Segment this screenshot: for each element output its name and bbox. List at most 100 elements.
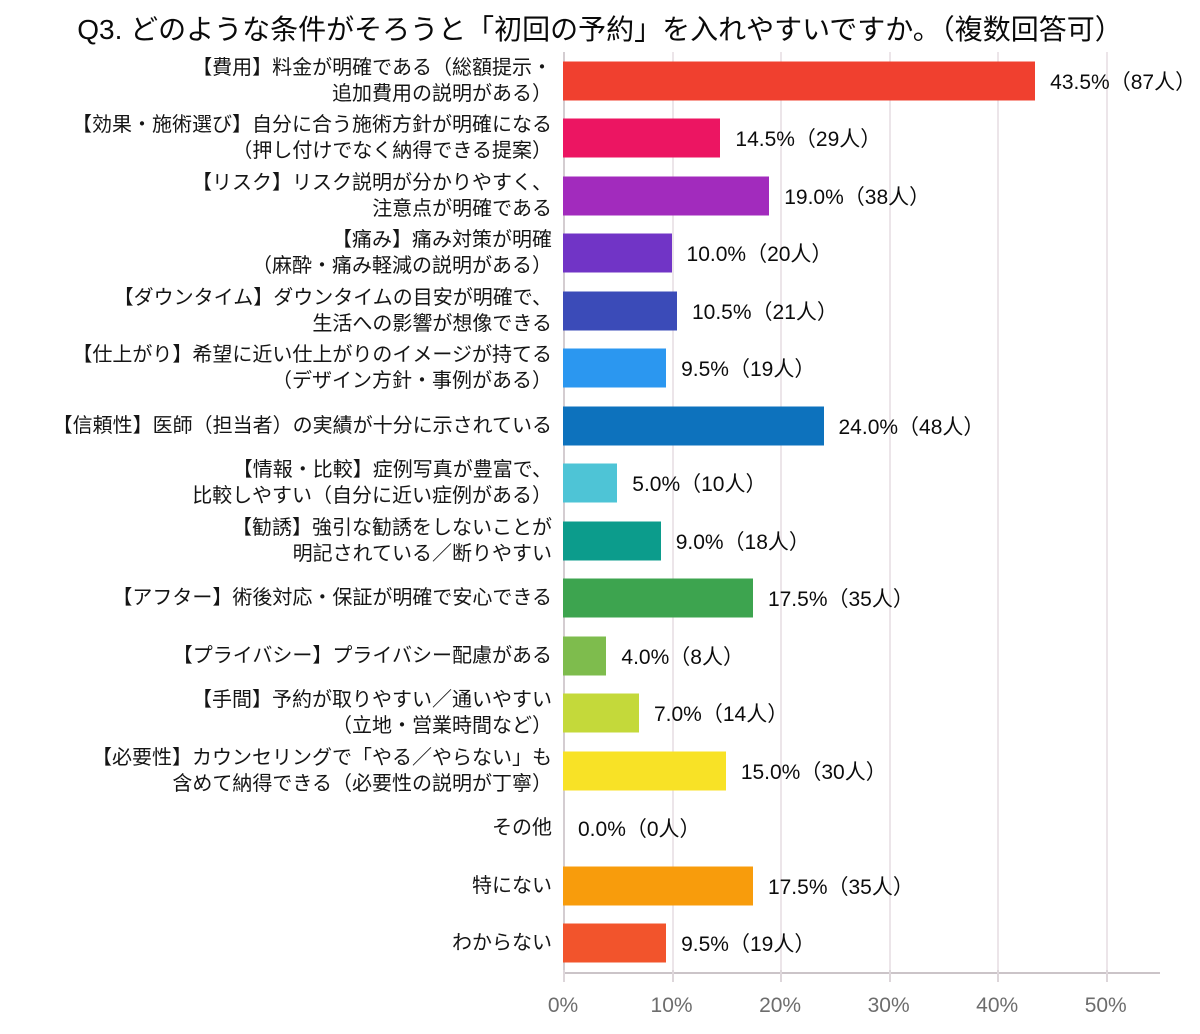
category-label: 【必要性】カウンセリングで「やる／やらない」も含めて納得できる（必要性の説明が丁… xyxy=(0,745,563,797)
chart-row: 【効果・施術選び】自分に合う施術方針が明確になる （押し付けでなく納得できる提案）… xyxy=(0,110,1200,168)
category-label-line: 【プライバシー】プライバシー配慮がある xyxy=(172,644,552,667)
bar-cell: 24.0%（48人） xyxy=(563,397,1200,455)
category-label-line: 【リスク】リスク説明が分かりやすく、 xyxy=(192,171,552,194)
category-label: 【手間】予約が取りやすい／通いやすい （立地・営業時間など） xyxy=(0,687,563,739)
bar xyxy=(563,118,721,158)
bar xyxy=(563,636,607,676)
category-label: 【勧誘】強引な勧誘をしないことが明記されている／断りやすい xyxy=(0,515,563,567)
chart-row: 【必要性】カウンセリングで「やる／やらない」も含めて納得できる（必要性の説明が丁… xyxy=(0,742,1200,800)
category-label-line: 含めて納得できる（必要性の説明が丁寧） xyxy=(172,772,552,795)
chart-row: 【信頼性】医師（担当者）の実績が十分に示されている 24.0%（48人） xyxy=(0,397,1200,455)
bar xyxy=(563,176,770,216)
category-label-line: 注意点が明確である xyxy=(372,197,552,220)
chart-row: その他 0.0%（0人） xyxy=(0,800,1200,858)
category-label-line: 【仕上がり】希望に近い仕上がりのイメージが持てる xyxy=(72,344,552,367)
value-label: 10.0%（20人） xyxy=(686,243,833,267)
x-axis-tick-mark xyxy=(888,970,891,982)
category-label-line: （麻酔・痛み軽減の説明がある） xyxy=(252,255,552,278)
category-label: 【費用】料金が明確である（総額提示・ 追加費用の説明がある） xyxy=(0,55,563,107)
chart-row: 【手間】予約が取りやすい／通いやすい （立地・営業時間など） 7.0%（14人） xyxy=(0,685,1200,743)
bar-cell: 17.5%（35人） xyxy=(563,570,1200,628)
bar xyxy=(563,751,726,791)
value-label: 17.5%（35人） xyxy=(767,588,914,612)
bar xyxy=(563,291,677,331)
bar-cell: 9.5%（19人） xyxy=(563,915,1200,973)
category-label: 【情報・比較】症例写真が豊富で、 比較しやすい（自分に近い症例がある） xyxy=(0,457,563,509)
category-label-line: 【手間】予約が取りやすい／通いやすい xyxy=(192,689,552,712)
bar-cell: 0.0%（0人） xyxy=(563,800,1200,858)
bar-cell: 9.0%（18人） xyxy=(563,512,1200,570)
category-label-line: （立地・営業時間など） xyxy=(332,715,552,738)
bar xyxy=(563,923,667,963)
category-label-line: 【勧誘】強引な勧誘をしないことが xyxy=(232,516,552,539)
x-axis-tick-label: 0% xyxy=(547,994,579,1017)
x-axis-tick-label: 30% xyxy=(867,994,910,1017)
bar xyxy=(563,463,618,503)
bar xyxy=(563,578,753,618)
category-label: 【プライバシー】プライバシー配慮がある xyxy=(0,643,563,669)
category-label-line: 【ダウンタイム】ダウンタイムの目安が明確で、 xyxy=(113,286,552,309)
bar-cell: 19.0%（38人） xyxy=(563,167,1200,225)
value-label: 0.0%（0人） xyxy=(578,818,701,842)
value-label: 17.5%（35人） xyxy=(767,875,914,899)
bar xyxy=(563,866,753,906)
bar xyxy=(563,693,639,733)
category-label-line: その他 xyxy=(492,817,552,840)
category-label: わからない xyxy=(0,930,563,956)
chart-row: 【仕上がり】希望に近い仕上がりのイメージが持てる （デザイン方針・事例がある） 9.… xyxy=(0,340,1200,398)
category-label: 【信頼性】医師（担当者）の実績が十分に示されている xyxy=(0,413,563,439)
value-label: 10.5%（21人） xyxy=(691,300,838,324)
bar-cell: 14.5%（29人） xyxy=(563,110,1200,168)
category-label: その他 xyxy=(0,815,563,841)
x-axis-tick-mark xyxy=(780,970,783,982)
value-label: 9.0%（18人） xyxy=(675,530,810,554)
x-axis: 0% 10% 20% 30% 40% 50% xyxy=(0,970,1200,1034)
category-label-line: （押し付けでなく納得できる提案） xyxy=(232,140,552,163)
chart-row: 特にない 17.5%（35人） xyxy=(0,857,1200,915)
category-label: 【効果・施術選び】自分に合う施術方針が明確になる （押し付けでなく納得できる提案） xyxy=(0,112,563,164)
category-label-line: 追加費用の説明がある） xyxy=(332,82,552,105)
category-label-line: 比較しやすい（自分に近い症例がある） xyxy=(192,485,552,508)
bar xyxy=(563,233,672,273)
category-label: 特にない xyxy=(0,873,563,899)
category-label-line: わからない xyxy=(452,932,552,955)
category-label-line: 【必要性】カウンセリングで「やる／やらない」も xyxy=(92,746,552,769)
bar-cell: 17.5%（35人） xyxy=(563,857,1200,915)
value-label: 15.0%（30人） xyxy=(740,760,887,784)
value-label: 14.5%（29人） xyxy=(735,128,882,152)
value-label: 4.0%（8人） xyxy=(621,645,744,669)
x-axis-tick-mark xyxy=(1105,970,1108,982)
category-label-line: 明記されている／断りやすい xyxy=(292,542,552,565)
chart-row: 【プライバシー】プライバシー配慮がある 4.0%（8人） xyxy=(0,627,1200,685)
category-label-line: 生活への影響が想像できる xyxy=(312,312,552,335)
chart-title: Q3. どのような条件がそろうと「初回の予約」を入れやすいですか。（複数回答可） xyxy=(77,14,1123,45)
chart-row: 【アフター】術後対応・保証が明確で安心できる 17.5%（35人） xyxy=(0,570,1200,628)
x-axis-tick-mark xyxy=(563,970,565,982)
bar-cell: 10.0%（20人） xyxy=(563,225,1200,283)
category-label-line: 特にない xyxy=(472,874,552,897)
value-label: 5.0%（10人） xyxy=(632,473,767,497)
chart-rows: 【費用】料金が明確である（総額提示・ 追加費用の説明がある） 43.5%（87人）【… xyxy=(0,52,1200,972)
chart-row: 【費用】料金が明確である（総額提示・ 追加費用の説明がある） 43.5%（87人） xyxy=(0,52,1200,110)
value-label: 19.0%（38人） xyxy=(784,185,931,209)
bar-cell: 4.0%（8人） xyxy=(563,627,1200,685)
bar xyxy=(563,348,667,388)
bar-cell: 15.0%（30人） xyxy=(563,742,1200,800)
chart-row: 【情報・比較】症例写真が豊富で、 比較しやすい（自分に近い症例がある） 5.0%（1… xyxy=(0,455,1200,513)
category-label-line: （デザイン方針・事例がある） xyxy=(272,370,552,393)
category-label-line: 【信頼性】医師（担当者）の実績が十分に示されている xyxy=(52,414,552,437)
category-label-line: 【効果・施術選び】自分に合う施術方針が明確になる xyxy=(72,114,552,137)
value-label: 24.0%（48人） xyxy=(838,415,985,439)
value-label: 9.5%（19人） xyxy=(681,933,816,957)
category-label: 【アフター】術後対応・保証が明確で安心できる xyxy=(0,585,563,611)
bar xyxy=(563,61,1036,101)
x-axis-tick-label: 40% xyxy=(976,994,1019,1017)
x-axis-tick-label: 10% xyxy=(650,994,693,1017)
value-label: 9.5%（19人） xyxy=(681,358,816,382)
category-label-line: 【アフター】術後対応・保証が明確で安心できる xyxy=(112,587,552,610)
bar xyxy=(563,521,661,561)
chart-row: 【痛み】痛み対策が明確 （麻酔・痛み軽減の説明がある） 10.0%（20人） xyxy=(0,225,1200,283)
bar xyxy=(563,406,824,446)
x-axis-tick-mark xyxy=(671,970,674,982)
